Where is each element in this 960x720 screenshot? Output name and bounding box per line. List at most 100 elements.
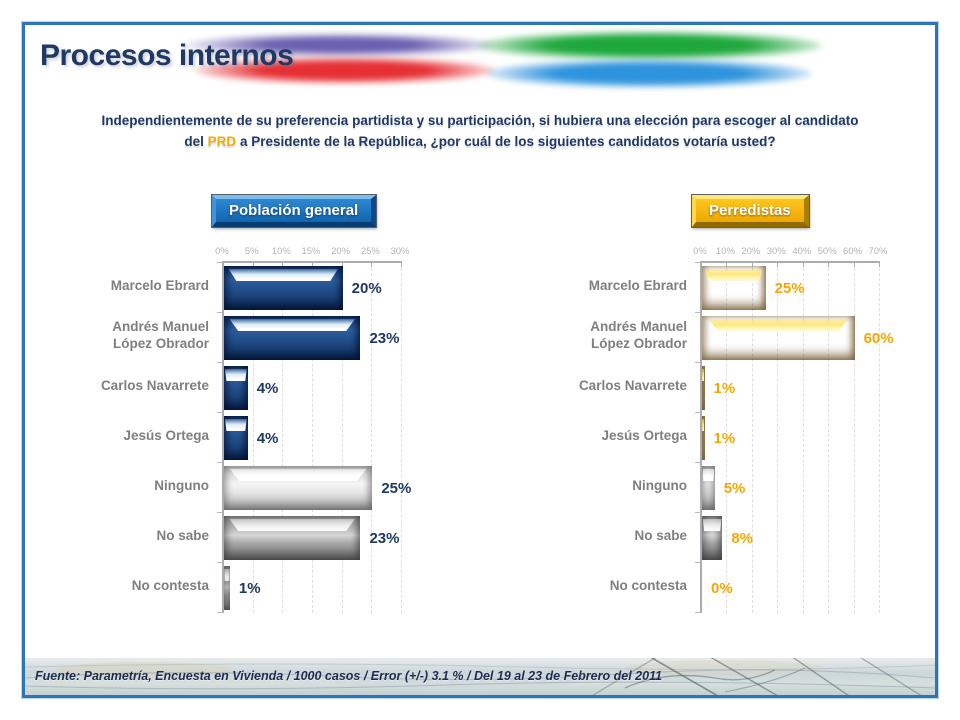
axis-tick-label: 50% xyxy=(817,246,837,257)
category-labels: Marcelo Ebrard Andrés Manuel López Obrado… xyxy=(82,261,222,613)
gridline xyxy=(828,263,830,613)
category-label: Andrés Manuel López Obrador xyxy=(590,319,687,351)
axis-tick-mark xyxy=(341,263,343,267)
gridline xyxy=(401,263,402,613)
value-label: 1% xyxy=(713,429,736,447)
bar-row: 23% xyxy=(217,512,402,563)
value-label: 23% xyxy=(369,529,400,547)
value-label: 23% xyxy=(369,329,400,347)
bar-row: 4% xyxy=(217,412,402,463)
value-label: 1% xyxy=(238,579,261,597)
gridline xyxy=(726,263,728,613)
axis-tick-label: 5% xyxy=(244,246,259,257)
chart-poblacion-general: 0% 5% 10% 15% 20% 25% 30% Marcelo Ebrard Andrés… xyxy=(82,244,482,613)
category-label: Ninguno xyxy=(154,477,209,493)
category-label: Marcelo Ebrard xyxy=(110,277,209,293)
bar-row: 1% xyxy=(217,562,402,613)
category-label: No contesta xyxy=(609,577,687,593)
category-label: Carlos Navarrete xyxy=(578,377,687,393)
bar xyxy=(702,416,705,460)
poblacion-general-badge: Población general xyxy=(212,195,377,227)
axis-tick-mark xyxy=(252,263,254,267)
bar xyxy=(224,516,361,560)
axis-tick-mark xyxy=(401,263,402,267)
value-label: 4% xyxy=(256,429,279,447)
page-title: Procesos internos xyxy=(40,39,294,72)
bar xyxy=(702,466,715,510)
bar-row: 23% xyxy=(217,312,402,363)
gridline xyxy=(371,263,373,613)
axis-tick-mark xyxy=(371,263,373,267)
axis-tick-label: 20% xyxy=(741,246,761,257)
bar xyxy=(224,466,373,510)
axis-tick-label: 20% xyxy=(331,246,351,257)
value-label: 0% xyxy=(711,579,733,597)
axis-tick-label: 70% xyxy=(868,246,888,257)
category-labels: Marcelo Ebrard Andrés Manuel López Obrado… xyxy=(560,261,700,613)
value-label: 20% xyxy=(351,279,382,297)
value-label: 8% xyxy=(731,529,754,547)
axis-tick-label: 10% xyxy=(271,246,291,257)
bar-row: 0% xyxy=(695,562,880,613)
slide-frame: Procesos internos Independientemente de … xyxy=(22,22,938,698)
bar xyxy=(224,316,361,360)
category-label: Andrés Manuel López Obrador xyxy=(112,319,209,351)
gridline xyxy=(879,263,880,613)
axis-tick-mark xyxy=(802,263,804,267)
x-axis-labels: 0% 5% 10% 15% 20% 25% 30% xyxy=(215,244,409,261)
value-label: 60% xyxy=(863,329,894,347)
bar-row: 1% xyxy=(695,412,880,463)
category-label: Carlos Navarrete xyxy=(100,377,209,393)
category-label: Ninguno xyxy=(632,477,687,493)
axis-tick-mark xyxy=(726,263,728,267)
value-label: 4% xyxy=(256,379,279,397)
axis-tick-label: 30% xyxy=(390,246,410,257)
axis-tick-mark xyxy=(828,263,830,267)
gridline xyxy=(312,263,313,613)
gridline xyxy=(853,263,855,613)
question-text: Independientemente de su preferencia par… xyxy=(95,111,865,153)
bar-row: 60% xyxy=(695,312,894,363)
bar-row: 1% xyxy=(695,362,880,413)
axis-tick-label: 0% xyxy=(693,246,707,257)
bar xyxy=(702,316,855,360)
value-label: 25% xyxy=(774,279,805,297)
decoration-band-green xyxy=(477,31,822,60)
question-part1: Independientemente de su preferencia par… xyxy=(101,113,859,149)
prd-highlight: PRD xyxy=(207,133,237,149)
axis-tick-label: 15% xyxy=(301,246,321,257)
axis-tick-mark xyxy=(312,263,313,267)
axis-tick-mark xyxy=(853,263,855,267)
category-label: No contesta xyxy=(131,577,209,593)
axis-tick-label: 30% xyxy=(766,246,786,257)
category-label: No sabe xyxy=(156,527,209,543)
category-label: Jesús Ortega xyxy=(123,427,209,443)
source-text: Fuente: Parametría, Encuesta en Vivienda… xyxy=(35,669,663,683)
category-label: Marcelo Ebrard xyxy=(588,277,687,293)
category-label: Jesús Ortega xyxy=(601,427,687,443)
bar-row: 25% xyxy=(217,462,411,513)
axis-tick-label: 0% xyxy=(215,246,229,257)
axis-tick-mark xyxy=(282,263,284,267)
source-footer: Fuente: Parametría, Encuesta en Vivienda… xyxy=(25,658,935,695)
footer-branch-texture xyxy=(25,658,935,695)
gridline xyxy=(802,263,804,613)
gridline xyxy=(252,263,254,613)
decoration-band-blue xyxy=(487,59,812,88)
bar-row: 4% xyxy=(217,362,402,413)
plot-area: 25% 60% 1% 1% 5% 8% 0% xyxy=(695,261,894,613)
value-label: 5% xyxy=(723,479,746,497)
bar xyxy=(702,516,723,560)
axis-tick-mark xyxy=(777,263,779,267)
axis-tick-label: 40% xyxy=(792,246,812,257)
slide-content: Procesos internos Independientemente de … xyxy=(25,25,935,695)
gridline xyxy=(777,263,779,613)
axis-tick-mark xyxy=(879,263,880,267)
value-label: 25% xyxy=(381,479,412,497)
axis-tick-mark xyxy=(751,263,753,267)
bar xyxy=(224,416,248,460)
bar xyxy=(224,366,248,410)
bar-row: 25% xyxy=(695,262,880,313)
axis-tick-label: 25% xyxy=(360,246,380,257)
question-part2: a Presidente de la República, ¿por cuál … xyxy=(236,133,776,149)
